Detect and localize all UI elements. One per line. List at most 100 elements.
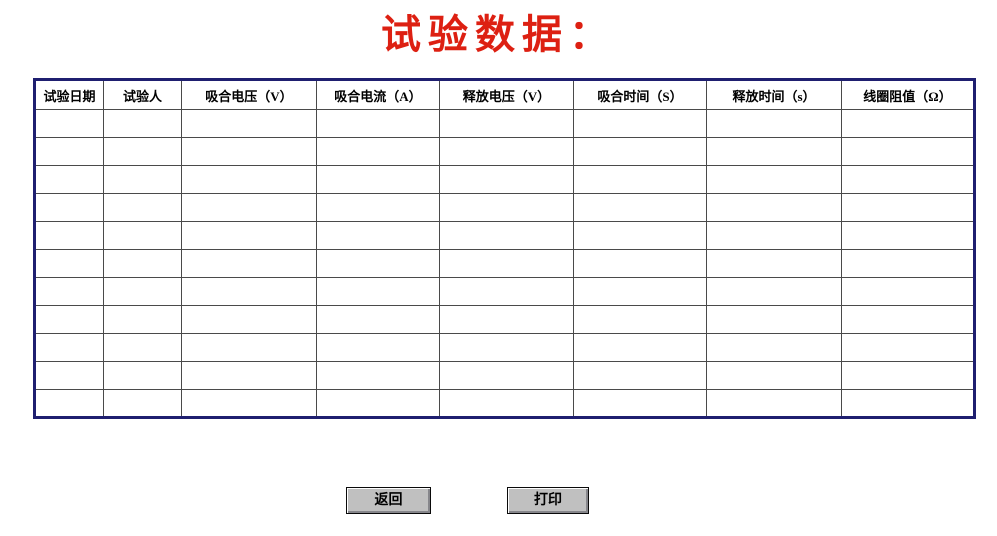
table-row <box>34 165 975 194</box>
table-cell <box>841 249 975 278</box>
column-header-release-voltage: 释放电压（V） <box>439 79 574 110</box>
table-cell <box>181 137 317 166</box>
test-data-table-wrap: 试验日期 试验人 吸合电压（V） 吸合电流（A） 释放电压（V） 吸合时间（S）… <box>33 78 976 419</box>
table-cell <box>103 165 182 194</box>
table-cell <box>573 277 707 306</box>
table-cell <box>706 333 842 362</box>
table-cell <box>573 137 707 166</box>
table-row <box>34 221 975 250</box>
table-cell <box>103 137 182 166</box>
table-cell <box>439 109 574 138</box>
table-cell <box>841 109 975 138</box>
column-header-tester: 试验人 <box>103 79 182 110</box>
column-header-test-date: 试验日期 <box>34 79 104 110</box>
table-cell <box>706 193 842 222</box>
table-cell <box>439 277 574 306</box>
back-button[interactable]: 返回 <box>346 487 431 514</box>
table-cell <box>34 277 104 306</box>
table-cell <box>706 277 842 306</box>
table-cell <box>34 361 104 390</box>
table-row <box>34 305 975 334</box>
table-cell <box>316 389 440 418</box>
table-cell <box>706 361 842 390</box>
table-cell <box>706 165 842 194</box>
test-data-table: 试验日期 试验人 吸合电压（V） 吸合电流（A） 释放电压（V） 吸合时间（S）… <box>33 78 976 419</box>
table-cell <box>841 333 975 362</box>
table-cell <box>573 361 707 390</box>
table-cell <box>181 389 317 418</box>
table-cell <box>103 361 182 390</box>
table-cell <box>34 193 104 222</box>
table-cell <box>316 165 440 194</box>
table-cell <box>841 137 975 166</box>
table-cell <box>34 137 104 166</box>
table-cell <box>34 389 104 418</box>
table-cell <box>439 137 574 166</box>
table-header-row: 试验日期 试验人 吸合电压（V） 吸合电流（A） 释放电压（V） 吸合时间（S）… <box>34 79 975 110</box>
table-cell <box>706 109 842 138</box>
table-cell <box>706 389 842 418</box>
table-cell <box>103 249 182 278</box>
table-cell <box>841 361 975 390</box>
table-cell <box>316 109 440 138</box>
table-cell <box>181 109 317 138</box>
table-cell <box>34 333 104 362</box>
table-cell <box>316 305 440 334</box>
page-title: 试验数据： <box>381 12 616 57</box>
table-cell <box>34 221 104 250</box>
table-cell <box>181 277 317 306</box>
table-cell <box>103 221 182 250</box>
table-cell <box>34 165 104 194</box>
table-cell <box>316 277 440 306</box>
table-cell <box>841 165 975 194</box>
column-header-pickup-voltage: 吸合电压（V） <box>181 79 317 110</box>
table-cell <box>439 193 574 222</box>
table-cell <box>181 221 317 250</box>
table-row <box>34 277 975 306</box>
table-cell <box>103 277 182 306</box>
table-cell <box>439 305 574 334</box>
table-cell <box>573 249 707 278</box>
table-cell <box>103 193 182 222</box>
table-cell <box>439 361 574 390</box>
table-row <box>34 361 975 390</box>
table-cell <box>181 333 317 362</box>
table-cell <box>181 165 317 194</box>
table-row <box>34 193 975 222</box>
table-body <box>34 109 975 418</box>
column-header-coil-resistance: 线圈阻值（Ω） <box>841 79 975 110</box>
table-cell <box>573 305 707 334</box>
table-row <box>34 137 975 166</box>
table-cell <box>316 221 440 250</box>
table-cell <box>316 137 440 166</box>
table-cell <box>181 193 317 222</box>
table-cell <box>316 333 440 362</box>
table-cell <box>34 249 104 278</box>
table-cell <box>103 389 182 418</box>
column-header-release-time: 释放时间（s） <box>706 79 842 110</box>
column-header-pickup-time: 吸合时间（S） <box>573 79 707 110</box>
table-cell <box>181 305 317 334</box>
table-cell <box>573 165 707 194</box>
table-cell <box>841 389 975 418</box>
table-cell <box>439 389 574 418</box>
table-cell <box>841 193 975 222</box>
table-cell <box>34 305 104 334</box>
table-cell <box>573 333 707 362</box>
print-button[interactable]: 打印 <box>507 487 589 514</box>
table-cell <box>316 193 440 222</box>
table-row <box>34 333 975 362</box>
table-cell <box>573 193 707 222</box>
table-cell <box>841 305 975 334</box>
table-cell <box>573 109 707 138</box>
table-cell <box>439 165 574 194</box>
table-cell <box>316 249 440 278</box>
table-cell <box>439 333 574 362</box>
table-cell <box>706 305 842 334</box>
table-cell <box>439 249 574 278</box>
table-row <box>34 109 975 138</box>
table-cell <box>181 249 317 278</box>
table-cell <box>706 137 842 166</box>
table-cell <box>573 389 707 418</box>
